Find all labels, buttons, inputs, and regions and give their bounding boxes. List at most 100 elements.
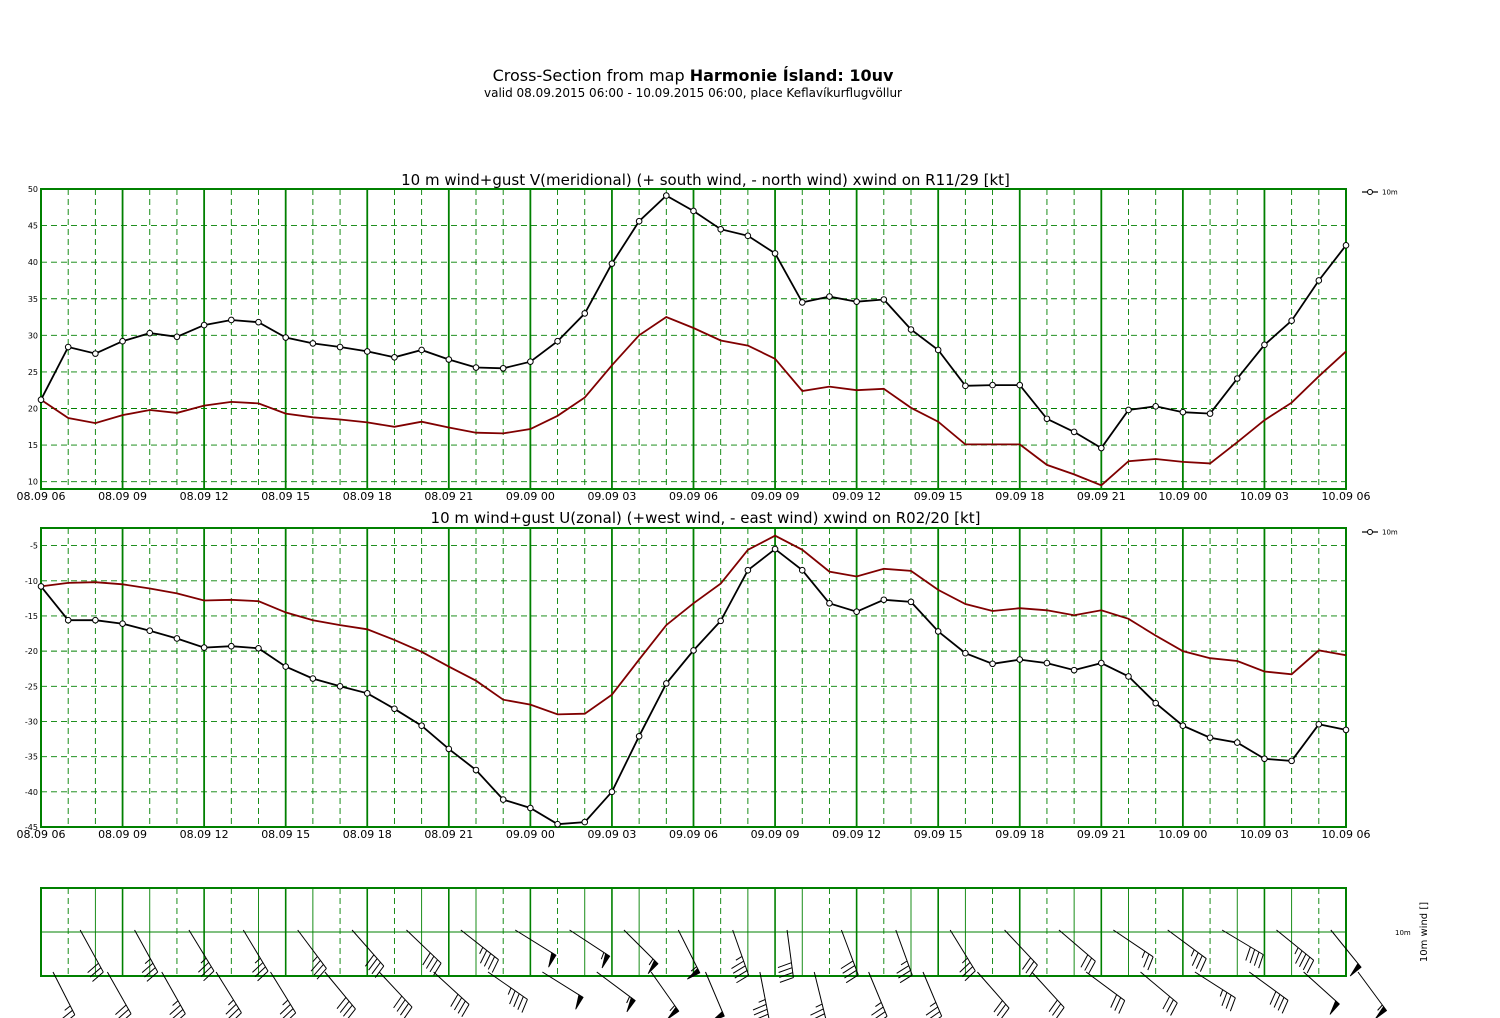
wind-barb-feather bbox=[228, 1008, 240, 1018]
wind-barb-feather bbox=[1088, 960, 1096, 975]
x-tick-label: 09.09 18 bbox=[995, 490, 1044, 503]
wind-barb-feather bbox=[1195, 955, 1203, 969]
wind-barb-feather bbox=[1277, 997, 1285, 1011]
wind-barb-feather bbox=[1225, 994, 1232, 1009]
wind-barb-staff bbox=[1221, 929, 1264, 956]
wind-barb-staff bbox=[623, 929, 659, 965]
wind-barb-half-feather bbox=[1141, 951, 1146, 959]
x-tick-label: 09.09 15 bbox=[914, 828, 963, 841]
wind-barb-half-feather bbox=[144, 958, 151, 964]
wind-barb-feather bbox=[753, 1008, 768, 1016]
data-point bbox=[119, 337, 126, 345]
y-tick-label: -10 bbox=[25, 577, 38, 586]
barb-legend-label: 10m bbox=[1395, 929, 1411, 937]
x-tick-label: 10.09 06 bbox=[1322, 828, 1371, 841]
data-point bbox=[554, 337, 561, 345]
data-point bbox=[934, 346, 942, 354]
wind-barb-feather bbox=[89, 967, 102, 978]
wind-barb-feather bbox=[845, 974, 859, 984]
wind-barb-feather bbox=[1199, 958, 1207, 972]
data-point bbox=[907, 598, 915, 606]
x-tick-label: 08.09 21 bbox=[424, 490, 473, 503]
x-tick-label: 10.09 03 bbox=[1240, 828, 1289, 841]
data-point bbox=[1233, 375, 1241, 382]
wind-barb-feather bbox=[487, 956, 496, 970]
data-point bbox=[962, 382, 969, 390]
x-tick-label: 08.09 09 bbox=[98, 490, 147, 503]
data-point bbox=[1043, 659, 1051, 667]
x-tick-label: 09.09 21 bbox=[1077, 490, 1126, 503]
wind-barb-feather bbox=[521, 999, 528, 1013]
wind-barb-half-feather bbox=[735, 955, 743, 961]
wind-barb-half-feather bbox=[669, 1005, 676, 1012]
wind-barb-pennant bbox=[1349, 962, 1362, 977]
wind-barb-staff bbox=[161, 971, 186, 1015]
wind-barb-feather bbox=[842, 965, 856, 974]
x-tick-label: 09.09 03 bbox=[587, 828, 636, 841]
wind-barb-feather bbox=[257, 970, 269, 982]
data-point bbox=[581, 818, 589, 826]
wind-barb-half-feather bbox=[875, 1002, 882, 1007]
data-point bbox=[744, 232, 752, 240]
data-point bbox=[989, 381, 996, 389]
wind-barb-half-feather bbox=[1294, 947, 1299, 955]
wind-barb-feather bbox=[115, 1004, 127, 1015]
data-point bbox=[1315, 277, 1323, 284]
wind-barb-feather bbox=[1229, 997, 1236, 1012]
wind-barb-feather bbox=[1253, 951, 1260, 966]
wind-barb-feather bbox=[225, 1003, 237, 1015]
data-point bbox=[64, 343, 72, 351]
wind-barb-staff bbox=[1248, 971, 1289, 1001]
data-point bbox=[418, 722, 425, 729]
wind-barb-feather bbox=[1281, 1000, 1289, 1014]
wind-barb-staff bbox=[270, 971, 297, 1014]
data-point bbox=[228, 316, 235, 324]
data-point bbox=[282, 334, 289, 341]
wind-barb-feather bbox=[252, 962, 264, 973]
data-point bbox=[826, 293, 833, 300]
data-point bbox=[336, 343, 344, 351]
wind-barb-feather bbox=[118, 1009, 129, 1018]
x-tick-label: 08.09 18 bbox=[343, 828, 392, 841]
data-point bbox=[1098, 444, 1105, 452]
data-point bbox=[1342, 242, 1350, 249]
wind-barb-feather bbox=[403, 1006, 413, 1018]
data-point bbox=[717, 225, 724, 233]
x-tick-label: 10.09 00 bbox=[1158, 828, 1207, 841]
data-point bbox=[363, 690, 371, 697]
wind-barb-staff bbox=[976, 971, 1010, 1009]
x-tick-label: 08.09 06 bbox=[17, 490, 66, 503]
figure-title-block: Cross-Section from map Harmonie Ísland: … bbox=[0, 66, 1386, 100]
wind-barb-feather bbox=[172, 1009, 184, 1018]
wind-barb-feather bbox=[736, 974, 749, 984]
wind-barb-staff bbox=[895, 929, 913, 976]
wind-barb-feather bbox=[1249, 949, 1256, 964]
x-tick-label: 10.09 03 bbox=[1240, 490, 1289, 503]
wind-barb-feather bbox=[896, 965, 910, 974]
wind-barb-pennant bbox=[667, 1006, 680, 1018]
wind-barb-feather bbox=[62, 1009, 73, 1018]
plot-frame bbox=[40, 188, 1347, 490]
x-tick-label: 09.09 09 bbox=[751, 490, 800, 503]
wind-barb-feather bbox=[778, 967, 793, 973]
data-point bbox=[445, 745, 453, 753]
wind-barb-feather bbox=[461, 1004, 470, 1018]
wind-barb-half-feather bbox=[1219, 989, 1224, 997]
wind-barb-feather bbox=[1306, 960, 1315, 974]
wind-barb-feather bbox=[1048, 999, 1058, 1013]
data-point bbox=[391, 705, 398, 713]
wind-barb-feather bbox=[734, 970, 748, 979]
y-tick-label: 40 bbox=[28, 258, 38, 267]
wind-barb-staff bbox=[215, 971, 242, 1014]
wind-barb-feather bbox=[1166, 999, 1174, 1013]
wind-barb-feather bbox=[757, 1013, 769, 1018]
series-line-gust bbox=[40, 315, 1347, 487]
wind-barb-feather bbox=[996, 1004, 1007, 1017]
wind-barb-feather bbox=[1143, 953, 1150, 968]
x-tick-label: 08.09 09 bbox=[98, 828, 147, 841]
data-point bbox=[717, 617, 724, 625]
wind-barb-feather bbox=[483, 953, 492, 967]
data-point bbox=[472, 766, 480, 774]
wind-barb-staff bbox=[460, 929, 499, 961]
data-point bbox=[37, 396, 45, 404]
